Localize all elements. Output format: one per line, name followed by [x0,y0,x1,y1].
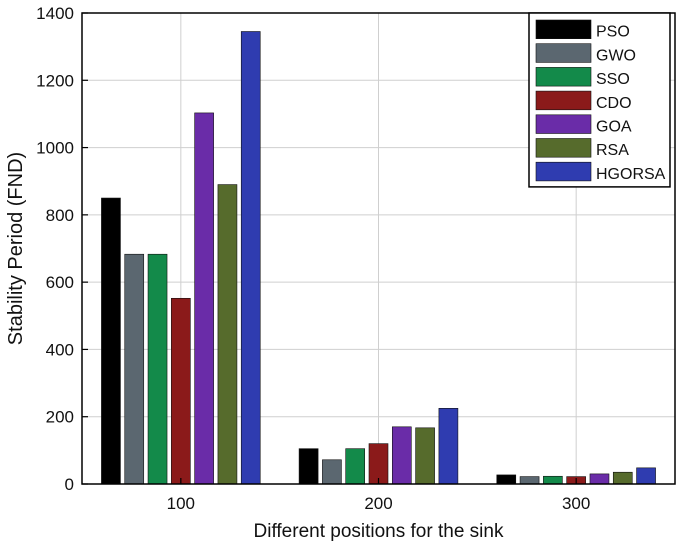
bar-hgorsa-100 [240,31,261,485]
legend-label-rsa: RSA [596,142,629,159]
bar-goa-100 [194,112,214,485]
bar-hgorsa-200 [438,408,459,485]
bar-rsa-100 [217,184,238,485]
x-tick-label: 300 [562,494,590,513]
x-tick-label: 200 [364,494,392,513]
bar-sso-300 [543,475,563,485]
legend-label-hgorsa: HGORSA [596,166,666,183]
bar-pso-200 [298,448,319,485]
legend-label-pso: PSO [596,24,630,41]
y-tick-label: 200 [46,408,74,427]
bar-cdo-100 [171,297,191,485]
axis-ticks: 0 200 400 600 800 1000 1200 1400 100 200 300 [36,4,590,513]
bar-gwo-200 [322,459,342,485]
y-tick-label: 1200 [36,71,74,90]
legend: PSO GWO SSO CDO GOA RSA HGORSA [528,12,671,188]
legend-swatch-sso [535,67,592,87]
y-axis-label: Stability Period (FND) [5,152,27,345]
bar-rsa-300 [612,471,633,485]
legend-label-sso: SSO [596,71,630,88]
bars [101,31,656,485]
bar-cdo-200 [368,443,389,485]
bar-gwo-300 [519,476,540,485]
legend-swatch-pso [535,19,592,40]
legend-label-gwo: GWO [596,47,636,64]
bar-sso-100 [147,253,168,485]
legend-label-goa: GOA [596,119,632,136]
y-tick-label: 1000 [36,139,74,158]
bar-rsa-200 [415,427,435,485]
y-tick-label: 400 [46,340,74,359]
bar-hgorsa-300 [636,467,656,485]
bar-pso-100 [101,197,121,485]
y-tick-label: 600 [46,273,74,292]
y-tick-label: 1400 [36,4,74,23]
bar-gwo-100 [124,253,145,485]
bar-goa-200 [391,426,412,485]
y-tick-label: 800 [46,206,74,225]
x-tick-label: 100 [167,494,195,513]
bar-goa-300 [589,473,610,485]
bar-sso-200 [345,448,366,485]
legend-label-cdo: CDO [596,95,632,112]
x-axis-label: Different positions for the sink [254,521,504,542]
bar-pso-300 [496,474,517,485]
legend-swatch-hgorsa [535,161,592,182]
legend-swatch-rsa [535,138,592,158]
legend-swatch-gwo [535,43,592,63]
legend-swatch-cdo [535,90,592,111]
legend-swatch-goa [535,114,592,134]
y-tick-label: 0 [65,475,74,494]
